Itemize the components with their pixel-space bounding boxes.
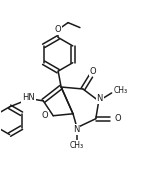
Text: HN: HN <box>22 93 35 102</box>
Text: CH₃: CH₃ <box>70 141 84 150</box>
Text: N: N <box>96 94 103 103</box>
Text: O: O <box>55 25 61 34</box>
Text: O: O <box>90 67 96 76</box>
Text: CH₃: CH₃ <box>114 87 128 95</box>
Text: O: O <box>42 111 48 120</box>
Text: N: N <box>73 125 79 134</box>
Text: O: O <box>115 114 121 123</box>
